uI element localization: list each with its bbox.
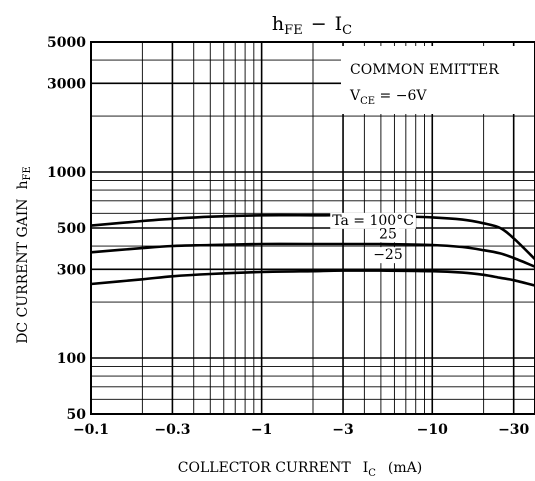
y-tick-labels: 50 100 300 500 1000 3000 5000 <box>47 35 86 423</box>
plot-frame <box>90 41 535 415</box>
annotation-line-2: VCE = −6V <box>349 88 427 107</box>
y-tick-label: 300 <box>57 262 86 278</box>
y-tick-label: 5000 <box>47 35 86 51</box>
series-label-background <box>377 226 399 243</box>
x-tick-label: −10 <box>417 422 448 438</box>
annotation-background <box>341 46 535 114</box>
y-tick-label: 50 <box>67 407 87 423</box>
series-label-background <box>330 212 416 229</box>
x-tick-labels: −0.1 −0.3 −1 −3 −10 −30 <box>73 422 530 438</box>
series-line-1 <box>90 242 535 268</box>
x-axis-label: COLLECTOR CURRENT IC (mA) <box>178 460 422 479</box>
x-tick-label: −0.3 <box>154 422 190 438</box>
x-tick-label: −1 <box>251 422 272 438</box>
series-label-background <box>371 247 405 264</box>
x-tick-label: −0.1 <box>73 422 109 438</box>
chart-title: hFE − IC <box>272 13 352 38</box>
y-axis-label: DC CURRENT GAINhFE <box>15 166 33 344</box>
y-tick-label: 1000 <box>47 165 86 181</box>
x-tick-label: −30 <box>498 422 529 438</box>
x-tick-label: −3 <box>332 422 353 438</box>
y-tick-label: 500 <box>57 221 86 237</box>
series-label: 25 <box>379 226 397 242</box>
series-label: Ta = 100°C <box>332 213 414 229</box>
series-label: −25 <box>373 247 403 263</box>
y-tick-label: 3000 <box>47 76 86 92</box>
annotation-line-1: COMMON EMITTER <box>350 62 499 78</box>
series-line-2 <box>90 269 535 287</box>
series-labels: Ta = 100°C25 −25 <box>330 212 416 264</box>
y-tick-label: 100 <box>57 351 86 367</box>
